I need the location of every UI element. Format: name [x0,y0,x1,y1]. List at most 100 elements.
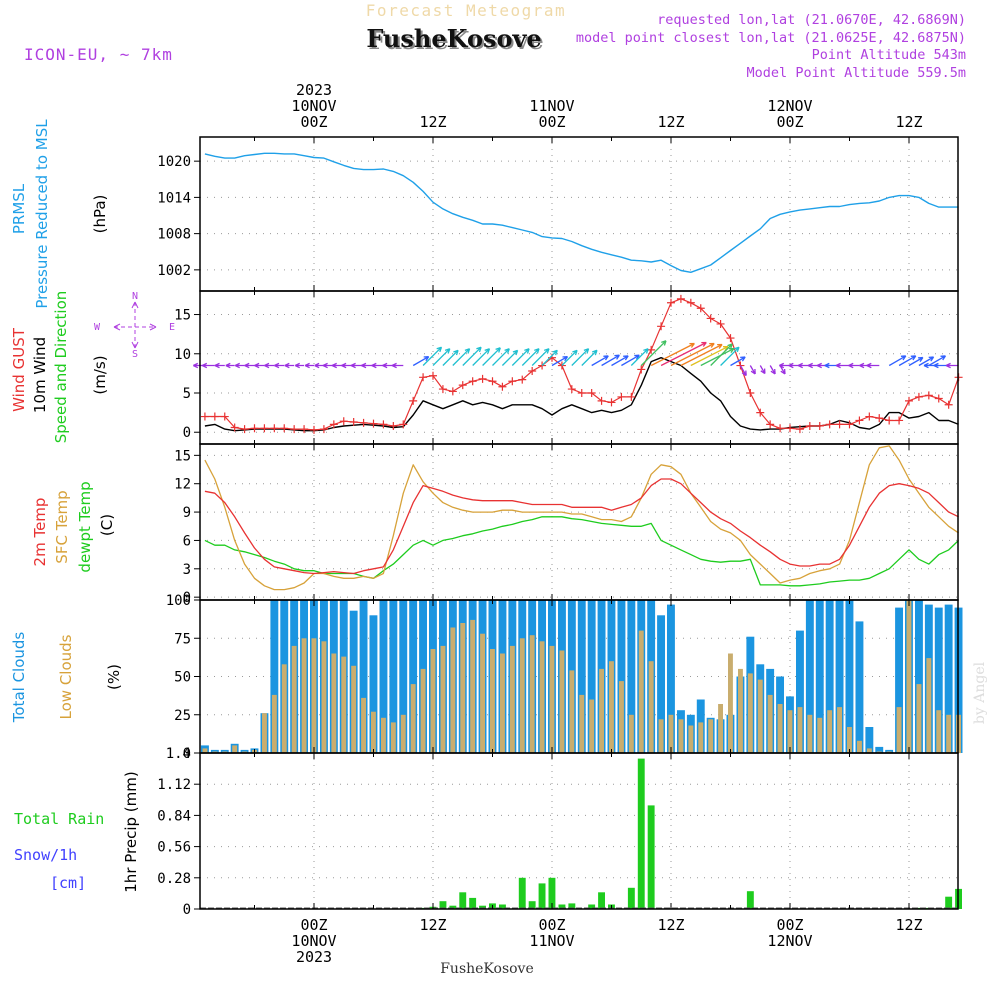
gust-point [637,365,646,374]
low-clouds-bar [946,714,952,754]
wind-arrow [788,362,800,369]
low-clouds-bar [648,661,654,753]
wind-arrow [382,362,394,369]
wind-arrow [202,362,215,369]
wind-arrow [650,342,695,367]
y-tick-label: 1008 [157,227,191,243]
wind-arrow [611,355,629,367]
wind-arrow [264,362,275,369]
gust-point [914,392,923,401]
gust-point [448,387,457,396]
y-tick-label: 75 [174,631,191,647]
time-label-top: 00Z [538,113,565,131]
pressure-line [204,152,959,273]
low-clouds-bar [291,645,297,753]
wind-arrow [462,346,482,366]
wind-10m-label: 10m Wind [31,337,49,413]
wind-10m-line [204,357,959,432]
y-tick-label: 12 [174,477,191,493]
low-clouds-bar [569,670,575,753]
watermark: by Angel [972,661,988,724]
gust-point [210,412,219,421]
gust-point [310,425,318,434]
low-clouds-bar [480,633,485,753]
gust-point [587,389,596,397]
wind-arrow [888,355,907,367]
time-label-bottom: 2023 [296,948,332,966]
low-clouds-bar [539,641,545,753]
gust-point [885,416,894,425]
grid-layer [200,137,958,910]
pressure-label-2: Pressure Reduced to MSL [33,119,51,309]
wind-gust-label: Wind GUST [10,327,28,412]
gust-point [627,392,636,401]
wind-arrow [254,362,265,369]
low-clouds-bar [262,713,267,753]
gust-point [488,377,497,386]
y-tick-label: 25 [174,708,191,724]
wind-arrow [797,362,810,369]
gust-point [339,417,348,426]
y-tick-label: 9 [183,505,191,521]
snow-label: Snow/1h [14,846,77,864]
wind-arrow [304,362,314,369]
pressure-unit: (hPa) [91,195,109,234]
wind-arrow [541,349,558,366]
wind-arrow [322,362,334,369]
low-clouds-bar [559,650,565,753]
low-clouds-bar [936,710,942,753]
gust-point [716,319,725,328]
low-clouds-bar [619,681,624,753]
low-clouds-bar [460,623,466,753]
wind-arrow [908,356,924,367]
gust-point [845,420,854,429]
wind-dir-label: Speed and Direction [52,291,70,444]
total-clouds-bar [944,604,953,753]
rain-bar [459,892,467,909]
wind-arrow [749,365,756,375]
total-clouds-bar [805,600,814,753]
y-tick-label: 0.56 [157,840,191,856]
gust-point [647,345,656,354]
time-label-top: 11NOV [529,97,574,115]
low-clouds-bar [430,649,436,753]
temp-sfc-label: SFC Temp [53,490,71,563]
temp-dew-label: dewpt Temp [76,481,94,572]
rain-bar [469,897,477,909]
low-clouds-bar [847,727,852,753]
wind-arrow [551,355,569,367]
y-tick-label: 10 [174,347,191,363]
location-title: FusheKosove [366,24,541,53]
closest-coords: model point closest lon,lat (21.0625E, 4… [576,30,966,46]
total-clouds-bar [220,749,229,753]
gust-point [300,425,309,434]
time-label-bottom: 00Z [300,916,327,934]
y-tick-label: 100 [166,593,191,609]
gust-point [875,414,884,423]
low-clouds-bar [837,707,842,753]
app-title: Forecast Meteogram [366,1,566,20]
temp-2m-label: 2m Temp [31,498,49,567]
gust-point [865,412,874,421]
low-clouds-bar [361,697,366,753]
rain-bar [518,877,526,909]
low-clouds-bar [589,699,595,753]
time-label-top: 12Z [657,113,684,131]
gust-point [399,420,408,429]
y-tick-label: 0.84 [157,808,191,824]
low-clouds-bar [450,627,456,753]
wind-arrow [640,340,667,366]
wind-arrow [501,349,519,366]
gust-point [706,314,715,323]
gust-point [319,425,328,434]
total-clouds-bar [577,600,586,753]
low-clouds-bar [866,748,872,753]
total-clouds-bar [359,600,368,753]
temp-2m-line [204,478,959,575]
total-clouds-bar [617,600,626,753]
low-clouds-bar [549,645,555,753]
total-clouds-bar [895,607,903,753]
gust-point [795,425,804,434]
gust-point [944,400,953,409]
gust-point [498,382,507,391]
